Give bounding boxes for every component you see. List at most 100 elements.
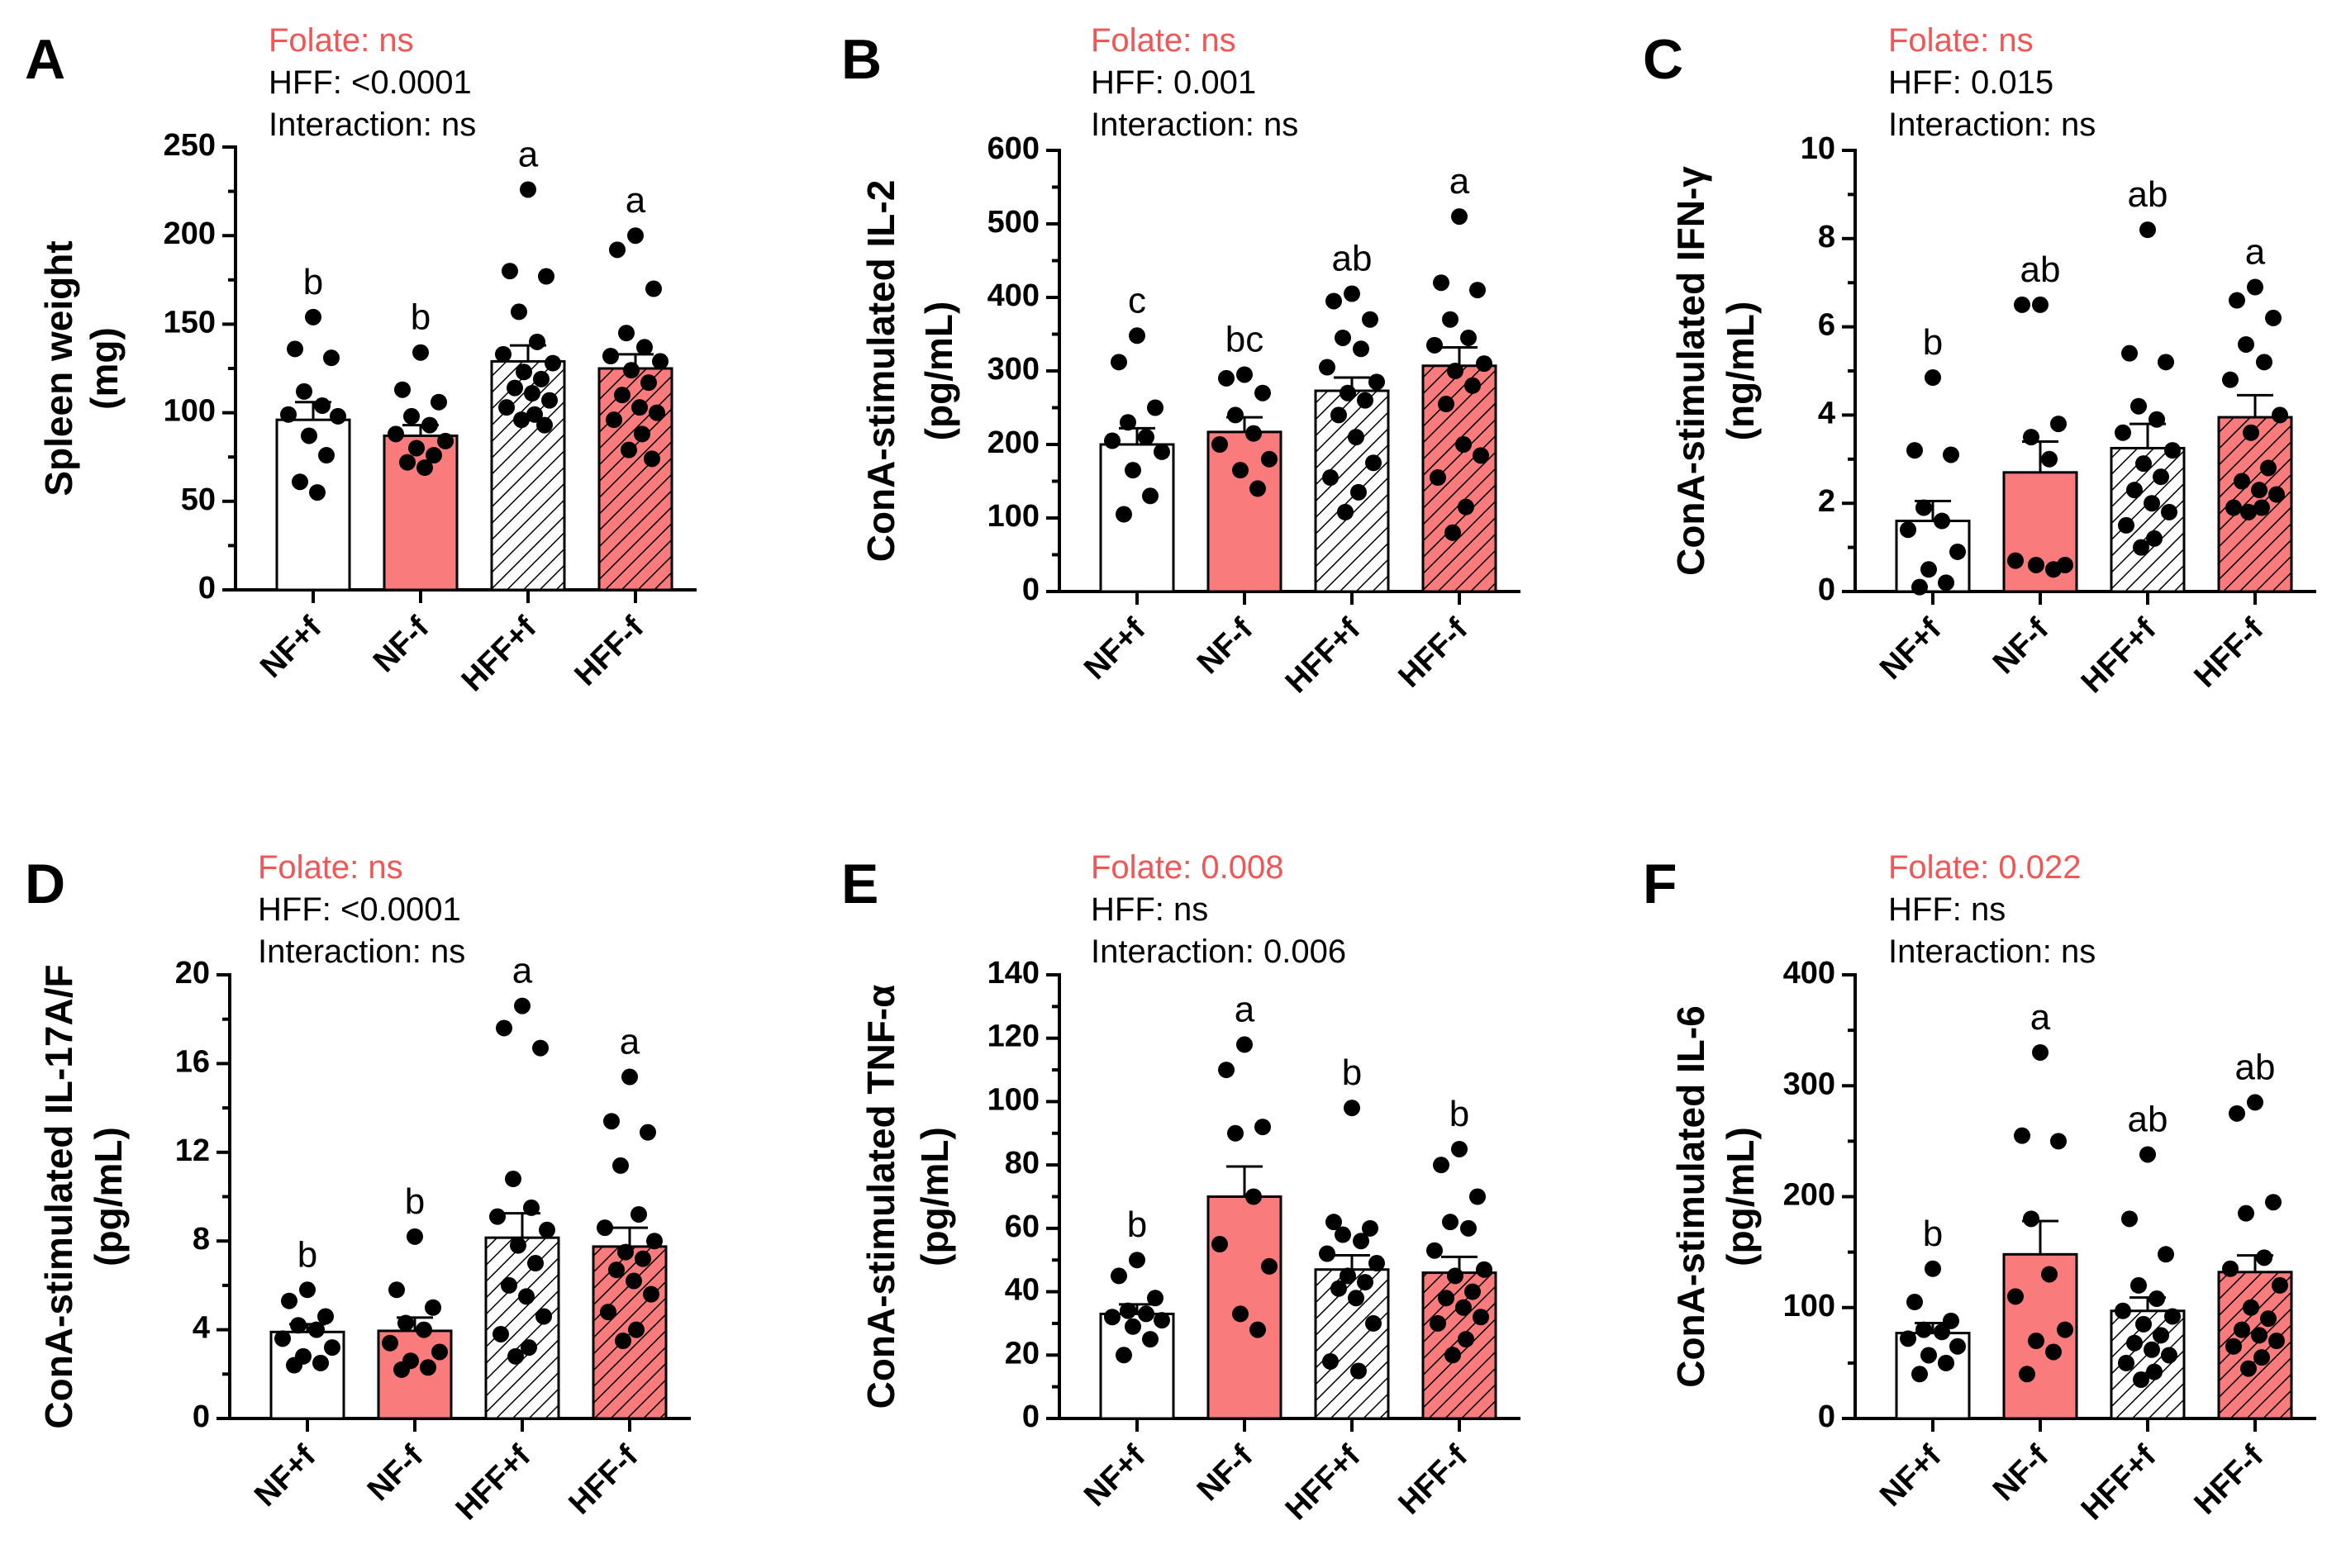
data-point <box>496 1019 512 1036</box>
data-point <box>2265 1194 2282 1210</box>
data-point <box>324 1339 340 1356</box>
data-point <box>286 1357 302 1374</box>
panel-letter: F <box>1643 853 1677 915</box>
data-point <box>649 405 665 421</box>
y-tick-label: 20 <box>1005 1336 1040 1371</box>
data-point <box>323 349 340 366</box>
stat-folate: Folate: ns <box>269 22 414 59</box>
y-axis-label: ConA-stimulated TNF-α <box>859 985 902 1409</box>
data-point <box>1236 366 1253 382</box>
data-point <box>1249 1322 1266 1338</box>
y-tick-label: 300 <box>1783 1067 1835 1101</box>
data-point <box>420 1359 436 1376</box>
y-tick-label: 140 <box>987 956 1040 991</box>
significance-letter: b <box>1342 1052 1362 1093</box>
stat-interaction: Interaction: ns <box>1888 934 2096 970</box>
stat-interaction: Interaction: ns <box>269 107 476 143</box>
significance-letter: ab <box>2235 1047 2276 1087</box>
data-point <box>437 433 454 449</box>
data-point <box>1442 1214 1459 1230</box>
data-point <box>507 380 523 397</box>
data-point <box>1460 330 1477 346</box>
data-point <box>1245 425 1262 442</box>
data-point <box>431 1343 448 1360</box>
stat-folate: Folate: ns <box>1091 22 1236 59</box>
data-point <box>1125 1319 1141 1335</box>
data-point <box>529 334 545 350</box>
x-category-label: HFF-f <box>563 1438 645 1521</box>
data-point <box>1365 454 1382 471</box>
data-point <box>382 1335 398 1352</box>
y-tick-label: 200 <box>164 216 216 251</box>
data-point <box>518 1288 535 1304</box>
significance-letter: ab <box>2128 1099 2168 1139</box>
data-point <box>1934 1323 1950 1340</box>
data-point <box>1915 1322 1932 1338</box>
x-category-label: NF-f <box>367 610 436 679</box>
y-axis-label: ConA-stimulated IL-17A/F <box>37 964 80 1428</box>
y-tick-label: 40 <box>1005 1273 1040 1308</box>
y-tick-label: 2 <box>1818 484 1835 519</box>
bar-hffminusf <box>1423 1273 1496 1418</box>
data-point <box>2057 1322 2073 1338</box>
data-point <box>2135 1316 2152 1333</box>
panel-letter: A <box>25 28 65 91</box>
data-point <box>1925 1261 1941 1277</box>
data-point <box>602 348 619 364</box>
x-category-label: NF-f <box>1191 1438 1260 1508</box>
data-point <box>1900 1330 1916 1347</box>
data-point <box>305 309 321 325</box>
y-tick-label: 300 <box>987 352 1040 387</box>
data-point <box>1211 1236 1228 1252</box>
significance-letter: b <box>1923 1214 1943 1254</box>
data-point <box>2240 1361 2257 1377</box>
data-point <box>644 450 660 467</box>
data-point <box>1120 414 1136 430</box>
data-point <box>510 1238 526 1254</box>
significance-letter: b <box>405 1181 425 1222</box>
data-point <box>502 263 518 279</box>
x-category-label: HFF+f <box>450 1438 538 1527</box>
data-point <box>1362 311 1378 328</box>
x-category-label: NF+f <box>1078 1438 1152 1513</box>
y-tick-label: 50 <box>181 482 216 517</box>
data-point <box>2268 487 2285 503</box>
data-point <box>2050 416 2067 432</box>
data-point <box>1227 406 1244 423</box>
y-tick-label: 0 <box>193 1399 210 1434</box>
data-point <box>309 484 326 501</box>
data-point <box>403 408 420 425</box>
data-point <box>1943 446 1959 463</box>
data-point <box>536 417 553 434</box>
data-point <box>2139 221 2156 238</box>
y-tick-label: 150 <box>164 305 216 340</box>
data-point <box>612 1157 629 1174</box>
data-point <box>1357 1274 1373 1290</box>
data-point <box>635 1251 651 1267</box>
y-tick-label: 0 <box>198 571 216 606</box>
stat-interaction: Interaction: 0.006 <box>1091 934 1346 970</box>
y-axis-label: ConA-stimulated IFN-γ <box>1669 166 1712 576</box>
data-point <box>1319 1246 1335 1262</box>
data-point <box>2243 425 2259 441</box>
data-point <box>2229 1105 2245 1122</box>
data-point <box>1368 1255 1385 1271</box>
significance-letter: a <box>518 134 539 174</box>
data-point <box>524 385 540 402</box>
data-point <box>489 1209 506 1225</box>
data-point <box>539 1222 555 1238</box>
panel-a: A Folate: ns HFF: <0.0001 Interaction: ns Sp… <box>25 22 697 698</box>
y-tick-label: 4 <box>1818 396 1835 430</box>
data-point <box>2135 455 2152 472</box>
data-point <box>1319 359 1335 376</box>
data-point <box>2247 1094 2263 1110</box>
data-point <box>388 425 404 442</box>
data-point <box>2118 517 2134 534</box>
data-point <box>1938 1355 1954 1371</box>
data-point <box>2144 495 2160 511</box>
data-point <box>1430 469 1446 486</box>
data-point <box>2234 473 2250 490</box>
x-category-label: NF-f <box>1987 611 2056 681</box>
data-point <box>408 440 425 456</box>
data-point <box>1925 369 1941 386</box>
